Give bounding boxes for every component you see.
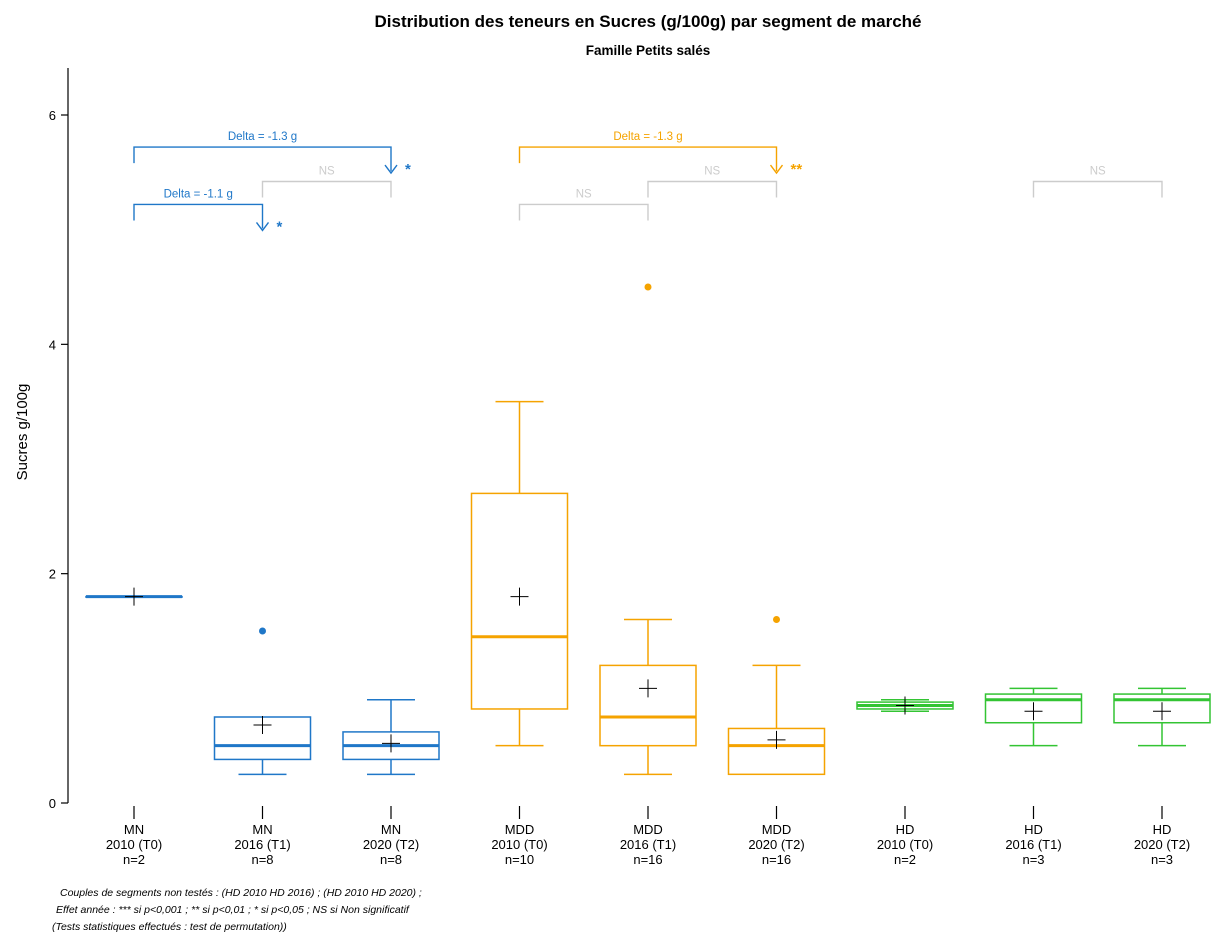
x-label-count: n=16 (762, 852, 791, 867)
comparison-bracket: NS (1032, 166, 1163, 198)
x-label-year: 2010 (T0) (106, 837, 162, 852)
box-mdd-0 (470, 400, 569, 747)
bracket-line (133, 203, 264, 229)
x-label-year: 2010 (T0) (491, 837, 547, 852)
comparison-bracket: Delta = -1.3 g * (133, 131, 411, 178)
x-label-count: n=3 (1151, 852, 1173, 867)
y-tick-label: 2 (49, 567, 56, 582)
comparison-label: Delta = -1.3 g (228, 131, 297, 143)
box-hd-1 (984, 687, 1083, 747)
y-axis-ticks: 0 2 4 6 (49, 108, 68, 811)
x-label-count: n=2 (123, 852, 145, 867)
chart-subtitle: Famille Petits salés (586, 43, 711, 58)
bracket-line (518, 146, 778, 172)
significance-stars: ** (791, 161, 803, 178)
significance-stars: * (277, 218, 283, 235)
outlier-point (773, 616, 780, 624)
arrow-head (255, 222, 270, 232)
significance-stars: * (405, 161, 411, 178)
y-tick-label: 4 (49, 337, 56, 352)
comparison-bracket: NS (261, 166, 392, 198)
box-iqr (470, 492, 569, 710)
box-mdd-2 (727, 616, 826, 776)
comparison-bracket: NS (518, 188, 649, 221)
box-iqr (599, 664, 697, 747)
bracket-line (261, 180, 392, 198)
comparison-label: NS (1090, 166, 1106, 178)
x-label-year: 2020 (T2) (363, 837, 419, 852)
x-label-segment: MN (124, 822, 144, 837)
x-label-year: 2020 (T2) (748, 837, 804, 852)
box-iqr (1113, 693, 1211, 724)
box-mdd-1 (599, 283, 697, 776)
bracket-line (1032, 180, 1163, 198)
x-label-segment: MDD (505, 822, 535, 837)
box-iqr (984, 693, 1083, 724)
comparison-bracket: Delta = -1.1 g * (133, 188, 283, 235)
x-label-segment: MN (252, 822, 272, 837)
x-label-segment: MDD (633, 822, 663, 837)
box-hd-0 (856, 696, 954, 715)
bracket-line (647, 180, 778, 198)
x-label-count: n=3 (1022, 852, 1044, 867)
comparison-label: NS (704, 166, 720, 178)
bracket-line (518, 203, 649, 221)
x-label-year: 2016 (T1) (1005, 837, 1061, 852)
arrow-head (769, 164, 784, 175)
comparison-label: NS (576, 188, 592, 200)
outlier-point (259, 627, 266, 635)
y-tick-label: 6 (49, 108, 56, 123)
comparison-bracket: Delta = -1.3 g ** (518, 131, 803, 178)
comparison-label: NS (319, 166, 335, 178)
x-label-count: n=8 (251, 852, 273, 867)
footnote-line-2: Effet année : *** si p<0,001 ; ** si p<0… (56, 904, 410, 916)
x-label-count: n=10 (505, 852, 534, 867)
x-label-year: 2020 (T2) (1134, 837, 1190, 852)
arrow-head (384, 164, 398, 175)
box-iqr (727, 727, 826, 776)
x-label-segment: HD (1153, 822, 1172, 837)
x-label-segment: HD (1024, 822, 1043, 837)
boxes (85, 283, 1211, 776)
x-label-year: 2010 (T0) (877, 837, 933, 852)
x-label-segment: MDD (762, 822, 792, 837)
x-label-segment: MN (381, 822, 401, 837)
x-label-year: 2016 (T1) (234, 837, 290, 852)
y-tick-label: 0 (49, 796, 56, 811)
x-label-count: n=2 (894, 852, 916, 867)
footnote-line-3: (Tests statistiques effectués : test de … (52, 921, 287, 933)
comparison-label: Delta = -1.1 g (164, 188, 233, 200)
y-axis-label: Sucres g/100g (14, 384, 31, 481)
box-mn-1 (213, 627, 312, 776)
box-hd-2 (1113, 687, 1211, 747)
chart-title: Distribution des teneurs en Sucres (g/10… (375, 12, 922, 31)
footnote-line-1: Couples de segments non testés : (HD 201… (60, 887, 422, 899)
box-mn-2 (342, 699, 440, 776)
outlier-point (644, 283, 652, 291)
x-label-count: n=8 (380, 852, 402, 867)
footnotes: Couples de segments non testés : (HD 201… (52, 887, 422, 933)
box-mn-0 (85, 587, 183, 606)
x-label-segment: HD (896, 822, 915, 837)
comparison-bracket: NS (647, 166, 778, 198)
x-label-count: n=16 (633, 852, 662, 867)
bracket-line (133, 146, 392, 172)
x-label-year: 2016 (T1) (620, 837, 676, 852)
comparison-label: Delta = -1.3 g (613, 131, 682, 143)
